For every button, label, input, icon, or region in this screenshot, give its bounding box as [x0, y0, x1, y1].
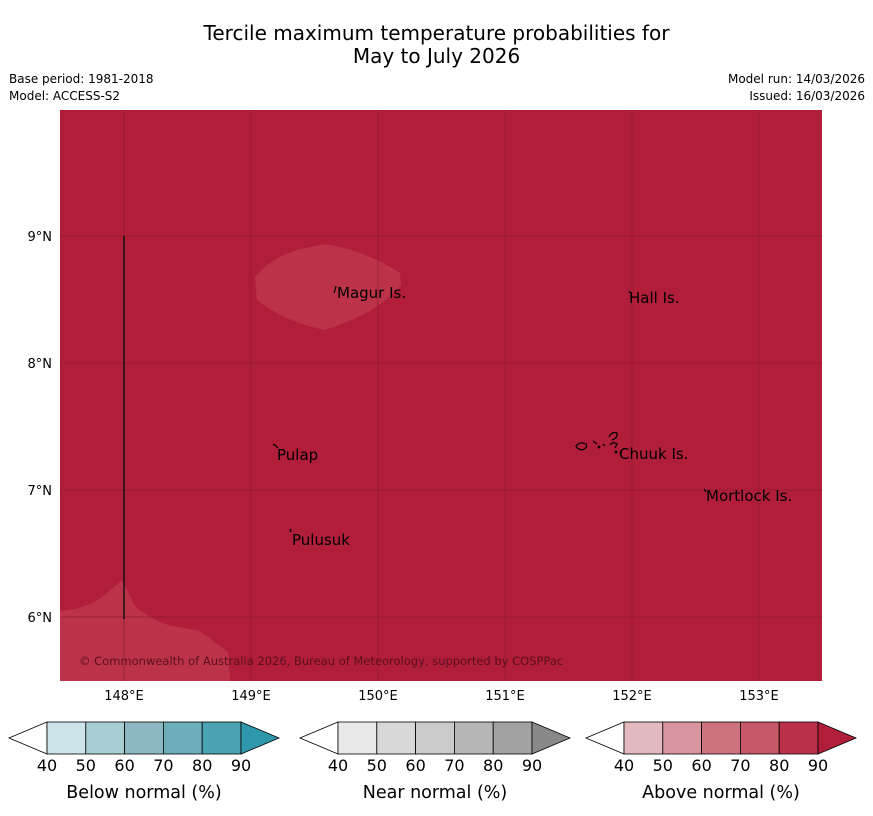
colorbar-near-tick-label: 60: [405, 756, 425, 775]
lon-label-153: 153°E: [739, 689, 779, 704]
colorbars: 40 50 60 70 80 90 Below normal (%) 40 50 60 70 80 90…: [7, 721, 858, 803]
island-pulap: [272, 443, 279, 449]
meta-right: Model run: 14/03/2026 Issued: 16/03/2026: [728, 71, 865, 105]
colorbar-below-segment: [162, 721, 203, 755]
colorbar-above-segment: [778, 721, 819, 755]
lon-label-148: 148°E: [104, 689, 144, 704]
colorbar-near-tick-label: 90: [522, 756, 542, 775]
colorbar-above-segment: [623, 721, 664, 755]
colorbar-below-tick-label: 70: [153, 756, 173, 775]
title-line-1: Tercile maximum temperature probabilitie…: [203, 21, 670, 45]
colorbar-below: 40 50 60 70 80 90 Below normal (%): [7, 721, 281, 803]
lon-label-150: 150°E: [358, 689, 398, 704]
colorbar-above-tick-label: 80: [769, 756, 789, 775]
colorbar-below-segment: [124, 721, 164, 755]
colorbar-above-segment: [662, 721, 702, 755]
issued-date: Issued: 16/03/2026: [749, 89, 865, 103]
colorbar-above-tick-label: 40: [614, 756, 634, 775]
colorbar-below-segment: [46, 721, 87, 755]
colorbar-below-segment: [201, 721, 242, 755]
colorbar-below-min-extend: [7, 721, 48, 755]
colorbar-near-tick-label: 80: [483, 756, 503, 775]
colorbar-near-segment: [415, 721, 455, 755]
colorbar-below-tick-label: 90: [231, 756, 251, 775]
island-hall: [628, 290, 631, 294]
colorbar-above-tick-label: 90: [808, 756, 828, 775]
colorbar-near-tick-label: 70: [444, 756, 464, 775]
colorbar-above-segment: [701, 721, 741, 755]
colorbar-below-segment: [85, 721, 126, 755]
map-panel: Magur Is. Hall Is. Pulap Chuuk Is. Mortl…: [60, 110, 822, 681]
colorbar-above: 40 50 60 70 80 90 Above normal (%): [584, 721, 858, 803]
meta-left: Base period: 1981-2018 Model: ACCESS-S2: [9, 71, 154, 105]
colorbar-above-tick-label: 70: [730, 756, 750, 775]
colorbar-near: 40 50 60 70 80 90 Near normal (%): [298, 721, 572, 803]
colorbar-near-tick-label: 50: [367, 756, 387, 775]
longitude-labels: 148°E 149°E 150°E 151°E 152°E 153°E: [104, 689, 779, 704]
place-pulusuk: Pulusuk: [292, 531, 350, 549]
colorbar-near-title: Near normal (%): [363, 783, 508, 803]
lat-label-6: 6°N: [28, 611, 53, 626]
latitude-labels: 9°N 8°N 7°N 6°N: [28, 230, 53, 626]
model-run: Model run: 14/03/2026: [727, 72, 865, 86]
colorbar-above-segment: [740, 721, 780, 755]
place-hall: Hall Is.: [629, 289, 680, 307]
colorbar-below-tick-label: 80: [192, 756, 212, 775]
lat-label-8: 8°N: [28, 357, 53, 372]
colorbar-below-tick-label: 60: [114, 756, 134, 775]
copyright-notice: © Commonwealth of Australia 2026, Bureau…: [79, 654, 563, 668]
place-pulap: Pulap: [277, 446, 318, 464]
colorbar-below-max-extend: [240, 721, 281, 755]
lighter-region-north: [255, 244, 401, 330]
lon-label-152: 152°E: [612, 689, 652, 704]
lat-label-9: 9°N: [28, 230, 53, 245]
colorbar-near-tick-label: 40: [328, 756, 348, 775]
colorbar-near-segment: [337, 721, 378, 755]
place-labels: Magur Is. Hall Is. Pulap Chuuk Is. Mortl…: [277, 284, 792, 549]
island-magur: [333, 285, 337, 294]
island-mortlock: [703, 488, 707, 493]
colorbar-near-segment: [453, 721, 494, 755]
colorbar-above-title: Above normal (%): [642, 783, 800, 803]
colorbar-near-segment: [376, 721, 416, 755]
colorbar-near-segment: [492, 721, 533, 755]
colorbar-above-tick-label: 60: [691, 756, 711, 775]
islands: [272, 285, 707, 533]
colorbar-above-min-extend: [584, 721, 625, 755]
base-period: Base period: 1981-2018: [9, 72, 154, 86]
colorbar-above-max-extend: [817, 721, 858, 755]
island-chuuk: [575, 431, 618, 454]
island-pulusuk: [289, 528, 292, 533]
colorbar-near-min-extend: [298, 721, 339, 755]
colorbar-below-title: Below normal (%): [66, 783, 221, 803]
map-title: Tercile maximum temperature probabilitie…: [0, 22, 873, 68]
title-line-2: May to July 2026: [352, 44, 521, 68]
place-mortlock: Mortlock Is.: [706, 487, 792, 505]
lighter-region-southwest: [60, 580, 230, 681]
colorbar-near-max-extend: [531, 721, 572, 755]
place-magur: Magur Is.: [337, 284, 406, 302]
lon-label-149: 149°E: [231, 689, 271, 704]
map-background: [60, 110, 822, 681]
colorbar-below-tick-label: 40: [37, 756, 57, 775]
colorbar-above-tick-label: 50: [653, 756, 673, 775]
model-name: Model: ACCESS-S2: [9, 89, 121, 103]
lat-label-7: 7°N: [28, 484, 53, 499]
lon-label-151: 151°E: [485, 689, 525, 704]
colorbar-below-tick-label: 50: [76, 756, 96, 775]
place-chuuk: Chuuk Is.: [619, 445, 688, 463]
